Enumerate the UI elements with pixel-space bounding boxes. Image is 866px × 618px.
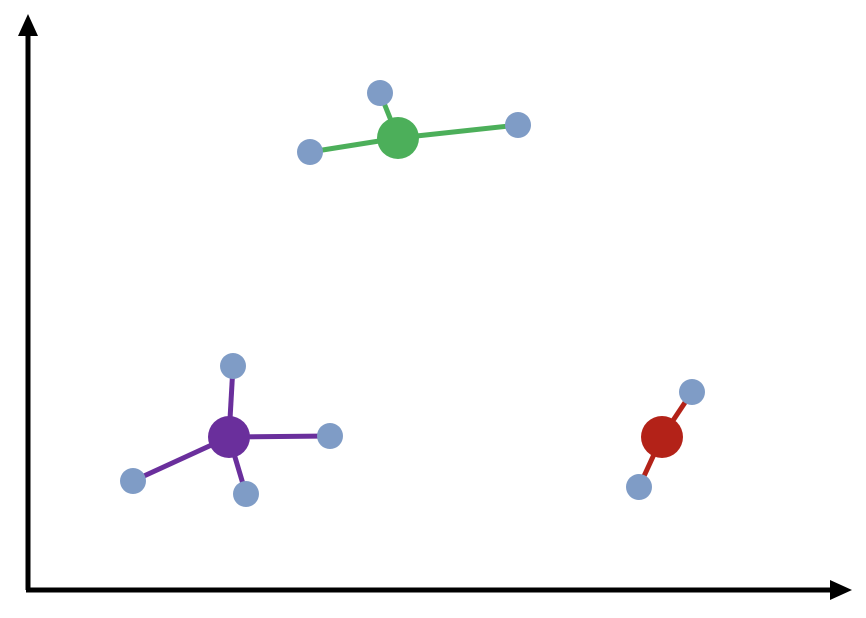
satellite-node — [297, 139, 323, 165]
satellite-node — [233, 481, 259, 507]
axes — [18, 14, 852, 600]
satellite-node — [120, 468, 146, 494]
satellite-node — [505, 112, 531, 138]
y-axis-arrowhead-icon — [18, 14, 38, 36]
satellite-node — [679, 379, 705, 405]
center-node — [208, 416, 250, 458]
cluster-red — [626, 379, 705, 500]
center-node — [377, 117, 419, 159]
cluster-purple — [120, 353, 343, 507]
x-axis-arrowhead-icon — [830, 580, 852, 600]
cluster-green — [297, 80, 531, 165]
satellite-node — [367, 80, 393, 106]
satellite-node — [220, 353, 246, 379]
satellite-node — [626, 474, 652, 500]
satellite-node — [317, 423, 343, 449]
center-node — [641, 416, 683, 458]
